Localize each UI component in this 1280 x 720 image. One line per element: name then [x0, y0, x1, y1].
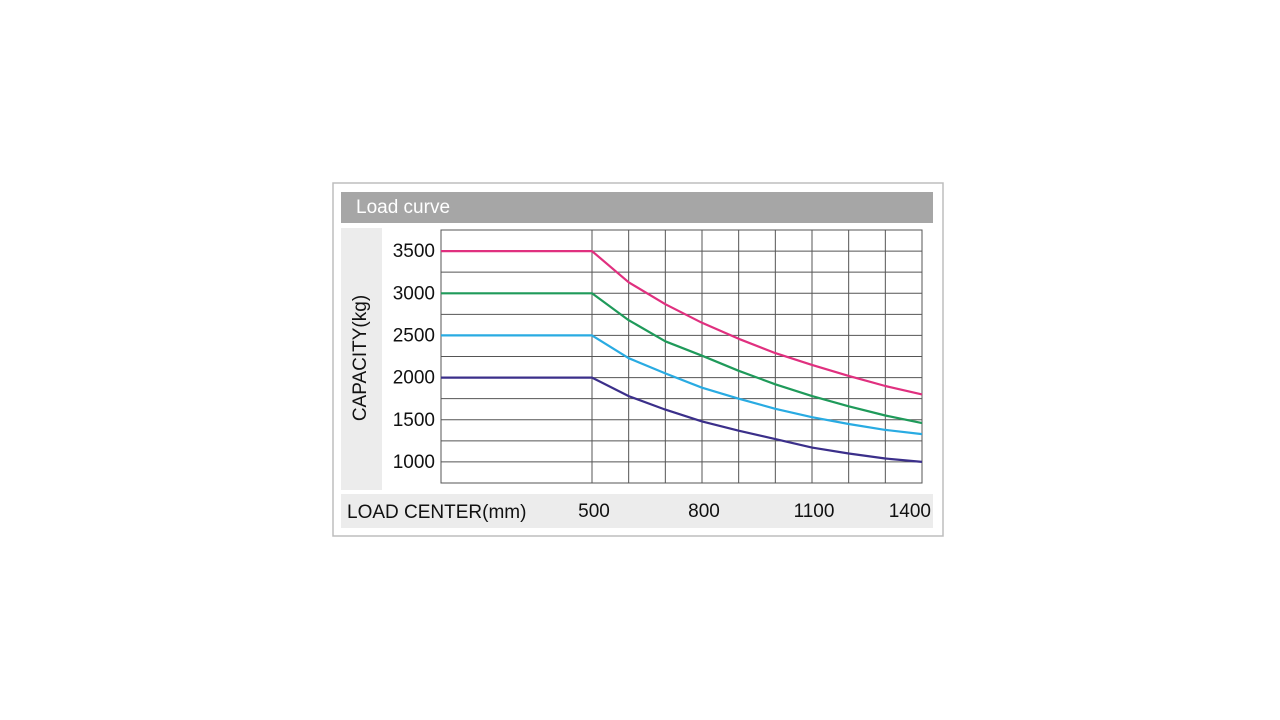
- y-label-band: [341, 228, 382, 490]
- x-tick-label: 1400: [889, 501, 931, 522]
- x-axis-label: LOAD CENTER(mm): [347, 502, 526, 523]
- x-tick-label: 1100: [794, 501, 835, 522]
- series-line: [441, 376, 923, 463]
- series-line: [441, 292, 923, 425]
- y-tick-label: 3000: [393, 283, 435, 304]
- y-tick-label: 1500: [393, 410, 435, 431]
- x-label-band: [341, 494, 933, 528]
- series-line: [441, 334, 923, 436]
- chart-title: Load curve: [356, 197, 450, 218]
- y-tick-label: 2000: [393, 368, 435, 389]
- header-bar: [341, 192, 933, 223]
- x-tick-label: 800: [688, 501, 720, 522]
- series-line: [441, 250, 923, 396]
- y-axis-label: CAPACITY(kg): [350, 295, 371, 421]
- y-tick-label: 3500: [393, 241, 435, 262]
- x-tick-label: 500: [578, 501, 610, 522]
- y-tick-label: 1000: [393, 452, 435, 473]
- y-tick-label: 2500: [393, 325, 435, 346]
